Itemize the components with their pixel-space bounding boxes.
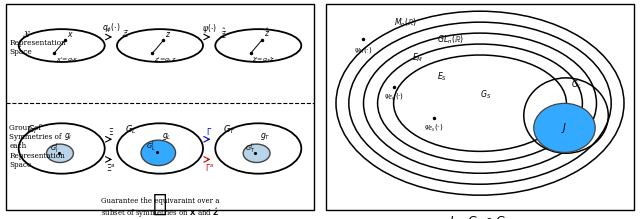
Ellipse shape xyxy=(534,103,595,152)
Text: $\mathcal{X}$: $\mathcal{X}$ xyxy=(22,29,31,39)
Text: $\hat{\mathcal{Z}}$: $\hat{\mathcal{Z}}$ xyxy=(219,26,227,41)
Text: $E_S$: $E_S$ xyxy=(437,70,447,83)
Text: $\Xi^a$: $\Xi^a$ xyxy=(106,162,116,173)
Text: $x$: $x$ xyxy=(67,30,74,39)
Text: $\Gamma$: $\Gamma$ xyxy=(206,126,212,137)
Text: $\hat{z}'\!=\!g_T\hat{z}$: $\hat{z}'\!=\!g_T\hat{z}$ xyxy=(253,55,275,65)
Text: $G_T^J$: $G_T^J$ xyxy=(245,142,255,155)
Text: $G_L$: $G_L$ xyxy=(572,78,582,90)
Text: Guarantee the equivaraint over a
subset of symmetries on $\mathbf{X}$ and $\hat{: Guarantee the equivaraint over a subset … xyxy=(100,197,220,219)
Text: ⏟: ⏟ xyxy=(153,191,167,215)
Text: $\psi(\cdot)$: $\psi(\cdot)$ xyxy=(202,22,216,35)
Text: $\psi_{E_S}(\cdot)$: $\psi_{E_S}(\cdot)$ xyxy=(424,123,444,134)
Text: $\psi_M(\cdot)$: $\psi_M(\cdot)$ xyxy=(354,45,372,55)
Text: $z'\!=\!g_Lz$: $z'\!=\!g_Lz$ xyxy=(154,55,177,65)
Text: $\Gamma^a$: $\Gamma^a$ xyxy=(205,162,214,173)
Text: $G_I^J$: $G_I^J$ xyxy=(49,142,58,155)
Text: $\Xi$: $\Xi$ xyxy=(108,126,114,137)
Ellipse shape xyxy=(141,140,175,166)
Text: $G_L$: $G_L$ xyxy=(125,123,136,136)
Bar xyxy=(6,4,314,210)
Bar xyxy=(326,4,634,210)
Text: $\mathcal{Z}$: $\mathcal{Z}$ xyxy=(120,28,129,39)
Text: $M_n(\mathbb{R})$: $M_n(\mathbb{R})$ xyxy=(394,17,417,29)
Text: $G_I$: $G_I$ xyxy=(28,123,38,136)
Text: $G_L^J$: $G_L^J$ xyxy=(146,140,156,153)
Text: $GL_n(\mathbb{R})$: $GL_n(\mathbb{R})$ xyxy=(437,33,464,46)
Text: $E_M$: $E_M$ xyxy=(412,52,424,64)
Text: $\hat{z}$: $\hat{z}$ xyxy=(264,27,270,39)
Text: $J$: $J$ xyxy=(561,121,568,135)
Text: $\psi_{E_M}(\cdot)$: $\psi_{E_M}(\cdot)$ xyxy=(384,92,404,103)
Text: Group of
Symmetries of
each
Representation
Space: Group of Symmetries of each Representati… xyxy=(10,124,65,169)
Text: $g_L$: $g_L$ xyxy=(162,131,172,142)
Text: $G_S$: $G_S$ xyxy=(480,89,492,101)
Ellipse shape xyxy=(47,144,74,162)
Text: $z$: $z$ xyxy=(165,30,172,39)
Text: $q_{\phi}(\cdot)$: $q_{\phi}(\cdot)$ xyxy=(102,21,120,35)
Ellipse shape xyxy=(243,144,270,162)
Text: $g_I$: $g_I$ xyxy=(64,131,72,142)
Text: $g_T$: $g_T$ xyxy=(259,131,270,142)
Text: Representation
Space: Representation Space xyxy=(10,39,66,56)
Text: $x'\!=\!g_Ix$: $x'\!=\!g_Ix$ xyxy=(56,55,79,65)
Text: $J = G_L \cap G_S$: $J = G_L \cap G_S$ xyxy=(449,214,511,219)
Text: $G_T$: $G_T$ xyxy=(223,123,236,136)
